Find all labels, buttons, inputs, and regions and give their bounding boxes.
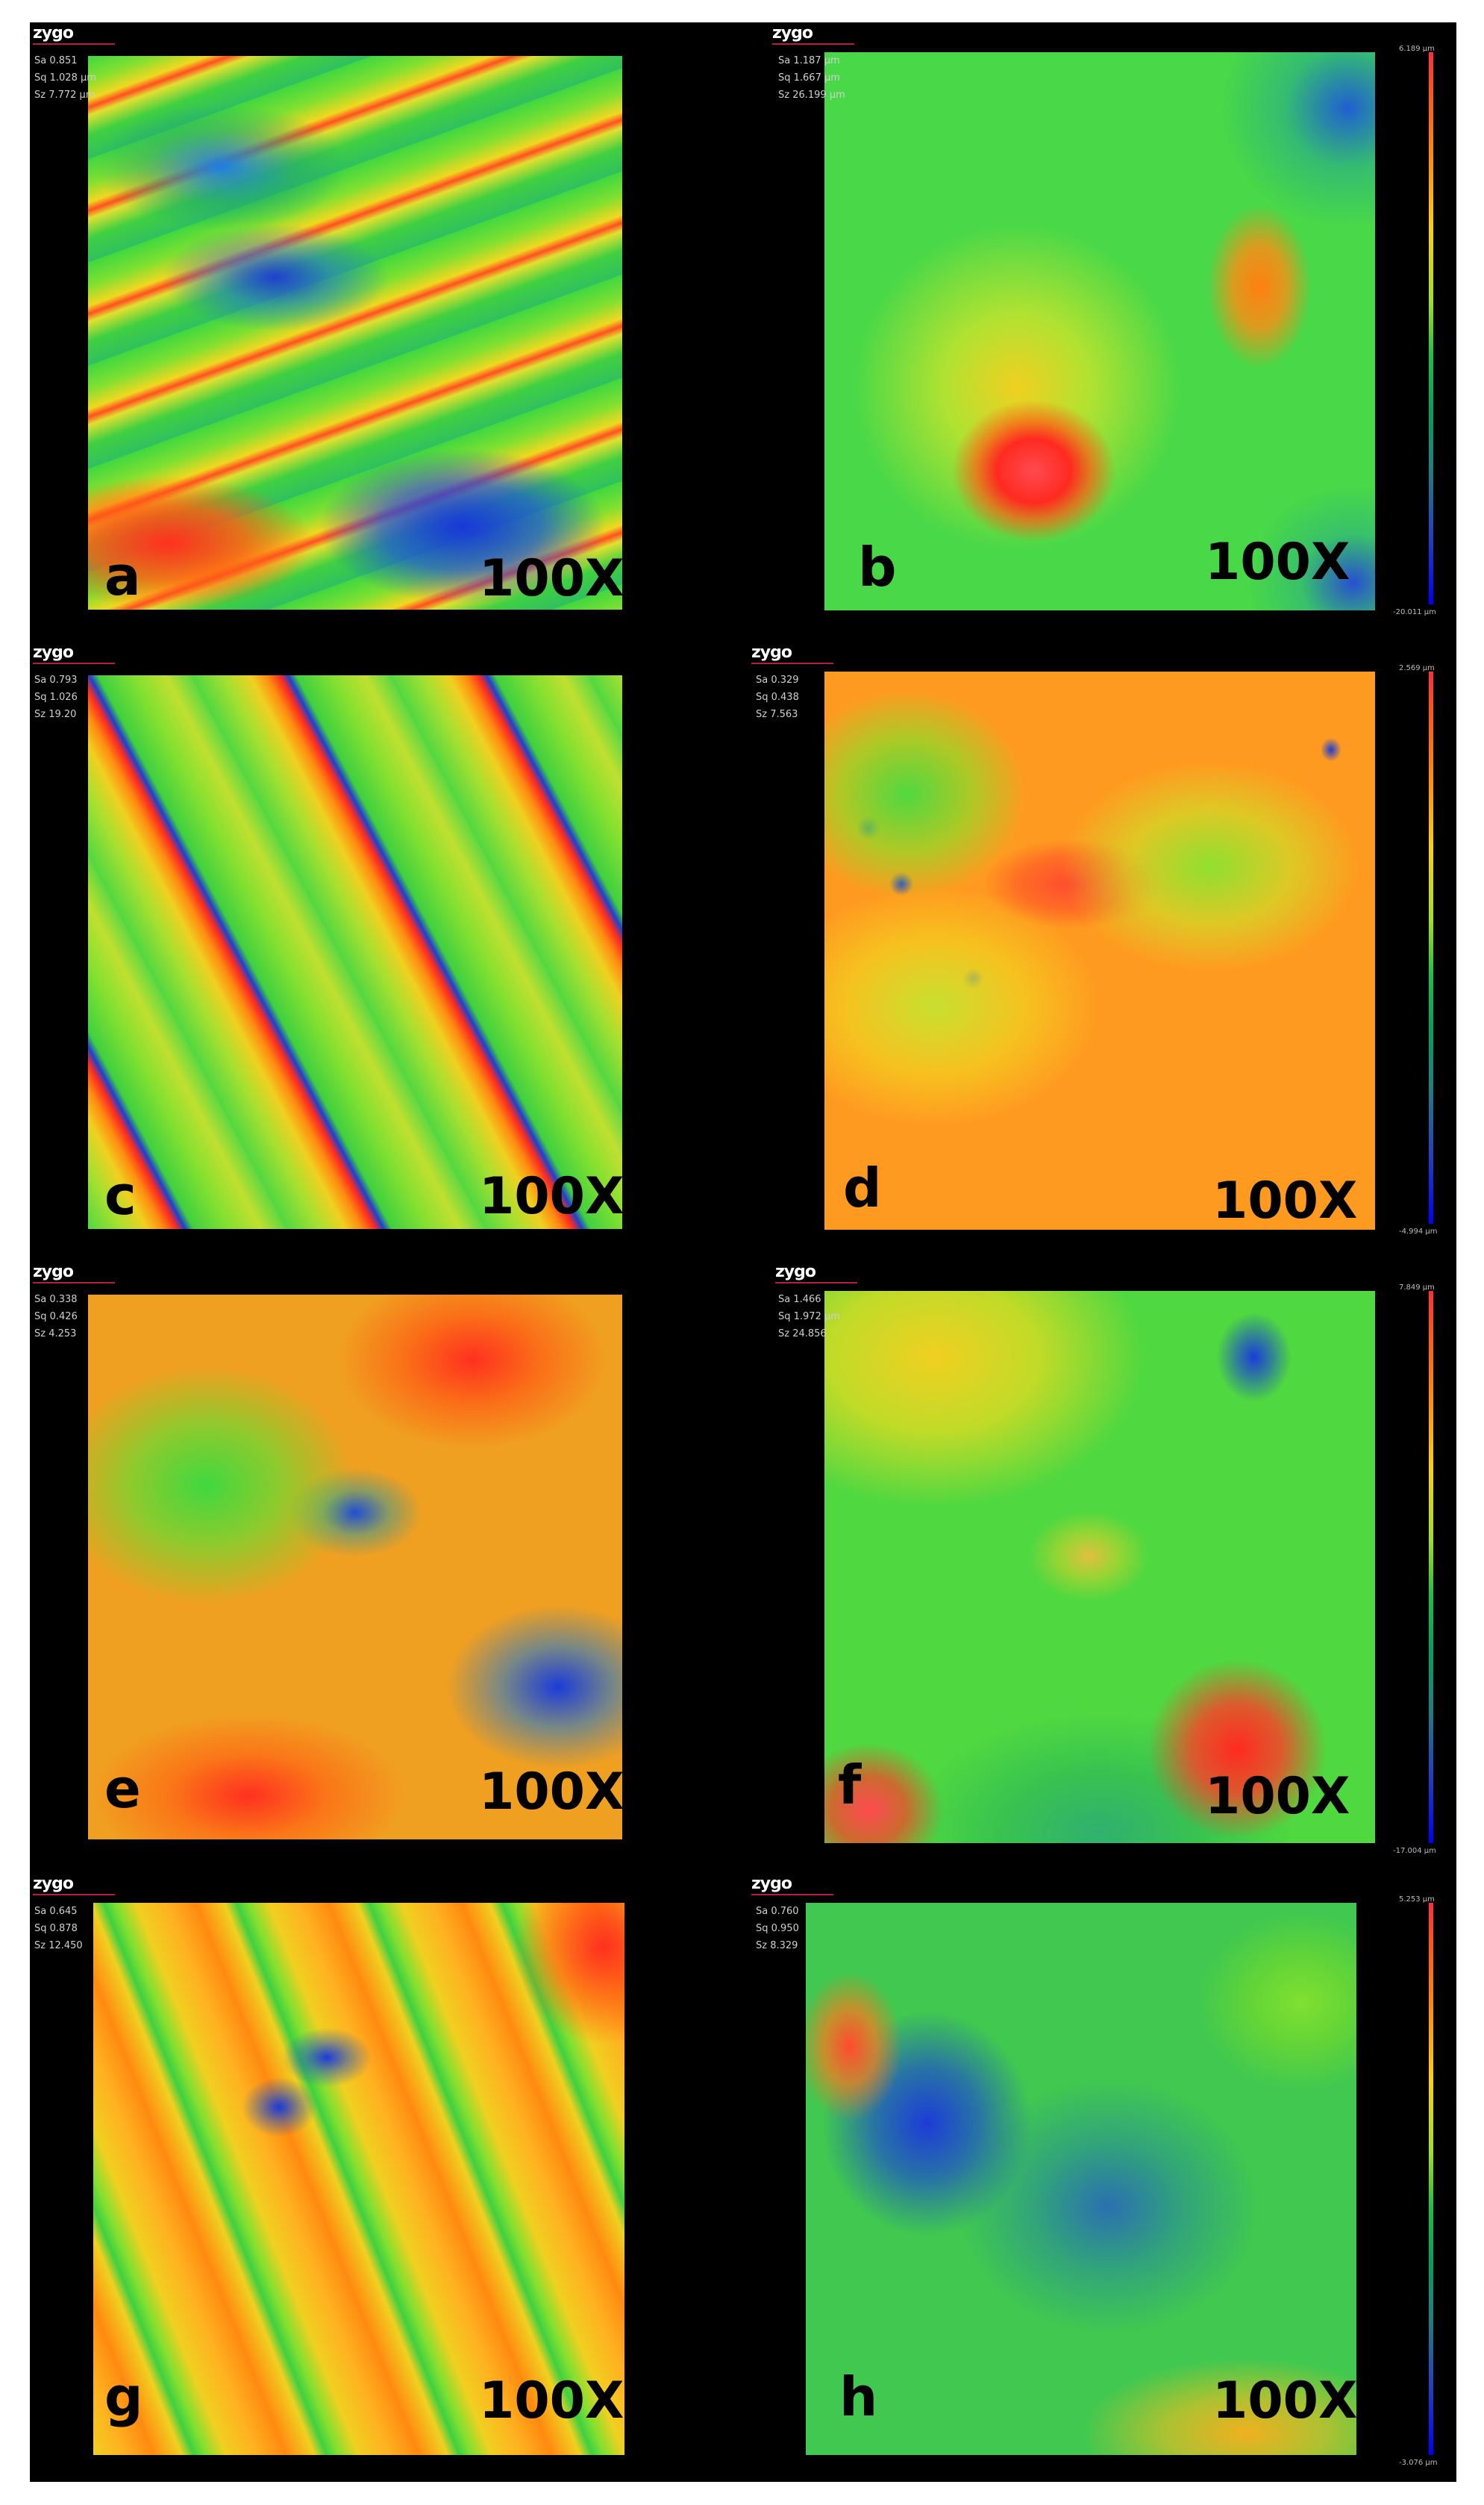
panel-letter: d (843, 1157, 882, 1219)
panel-letter: c (104, 1164, 137, 1227)
zygo-logo: zygo (33, 24, 116, 45)
roughness-stats: Sa 0.760 Sq 0.950 Sz 8.329 (756, 1903, 799, 1954)
sz-value: Sz 8.329 (756, 1940, 798, 1951)
magnification-label: 100X (1205, 533, 1350, 592)
height-color-scale (1429, 52, 1433, 604)
height-color-scale (1429, 1291, 1433, 1843)
surface-map (88, 56, 622, 610)
scale-max: 6.189 µm (1399, 45, 1435, 53)
magnification-label: 100X (479, 549, 624, 608)
sa-value: Sa 0.338 (34, 1294, 78, 1305)
sq-value: Sq 1.028 µm (34, 72, 96, 84)
panel-b: zygo Sa 1.187 µm Sq 1.667 µm Sz 26.199 µ… (742, 22, 1456, 642)
sa-value: Sa 1.466 (778, 1294, 821, 1305)
sz-value: Sz 7.563 (756, 709, 798, 720)
sa-value: Sa 0.760 (756, 1906, 799, 1917)
sz-value: Sz 24.856 (778, 1328, 827, 1339)
magnification-label: 100X (479, 1763, 624, 1821)
surface-map (824, 52, 1375, 610)
surface-map (93, 1903, 624, 2455)
surface-map (88, 675, 622, 1229)
roughness-stats: Sa 0.329 Sq 0.438 Sz 7.563 (756, 672, 799, 723)
sq-value: Sq 1.972 µm (778, 1311, 840, 1322)
figure: zygo Sa 0.851 Sq 1.028 µm Sz 7.772 µm a … (30, 22, 1456, 2482)
zygo-logo: zygo (33, 643, 116, 664)
panel-letter: f (838, 1754, 862, 1816)
sq-value: Sq 1.667 µm (778, 72, 840, 84)
sa-value: Sa 0.329 (756, 675, 799, 686)
panel-letter: e (104, 1757, 141, 1820)
panel-letter: a (104, 545, 141, 607)
panel-g: zygo Sa 0.645 Sq 0.878 Sz 12.450 g 100X (30, 1873, 739, 2482)
sq-value: Sq 1.026 (34, 692, 78, 703)
sz-value: Sz 12.450 (34, 1940, 83, 1951)
zygo-logo: zygo (775, 1263, 858, 1283)
surface-map (88, 1295, 622, 1839)
sq-value: Sq 0.950 (756, 1923, 799, 1934)
sz-value: Sz 7.772 µm (34, 90, 96, 101)
sa-value: Sa 0.851 (34, 55, 78, 66)
panel-h: zygo Sa 0.760 Sq 0.950 Sz 8.329 5.253 µm… (742, 1873, 1456, 2482)
roughness-stats: Sa 0.338 Sq 0.426 Sz 4.253 (34, 1291, 78, 1342)
zygo-logo: zygo (33, 1263, 116, 1283)
scale-min: -17.004 µm (1393, 1847, 1436, 1855)
sz-value: Sz 4.253 (34, 1328, 77, 1339)
panel-c: zygo Sa 0.793 Sq 1.026 Sz 19.20 c 100X (30, 642, 739, 1261)
magnification-label: 100X (479, 1167, 624, 1226)
panel-a: zygo Sa 0.851 Sq 1.028 µm Sz 7.772 µm a … (30, 22, 739, 642)
panel-letter: h (839, 2365, 878, 2428)
scale-max: 2.569 µm (1399, 664, 1435, 672)
roughness-stats: Sa 0.851 Sq 1.028 µm Sz 7.772 µm (34, 52, 96, 104)
scale-min: -20.011 µm (1393, 608, 1436, 616)
sq-value: Sq 0.426 (34, 1311, 78, 1322)
sa-value: Sa 0.645 (34, 1906, 78, 1917)
magnification-label: 100X (1212, 2371, 1358, 2430)
roughness-stats: Sa 1.466 Sq 1.972 µm Sz 24.856 (778, 1291, 840, 1342)
scale-max: 7.849 µm (1399, 1283, 1435, 1292)
scale-min: -3.076 µm (1399, 2459, 1438, 2467)
roughness-stats: Sa 0.645 Sq 0.878 Sz 12.450 (34, 1903, 83, 1954)
sq-value: Sq 0.878 (34, 1923, 78, 1934)
magnification-label: 100X (1205, 1767, 1350, 1826)
height-color-scale (1429, 672, 1433, 1224)
sa-value: Sa 1.187 µm (778, 55, 840, 66)
zygo-logo: zygo (751, 1874, 834, 1895)
panel-letter: b (858, 536, 897, 598)
zygo-logo: zygo (772, 24, 855, 45)
roughness-stats: Sa 0.793 Sq 1.026 Sz 19.20 (34, 672, 78, 723)
sz-value: Sz 26.199 µm (778, 90, 845, 101)
height-color-scale (1429, 1903, 1433, 2455)
scale-min: -4.994 µm (1399, 1228, 1438, 1236)
scale-max: 5.253 µm (1399, 1895, 1435, 1904)
surface-map (824, 1291, 1375, 1843)
surface-map (806, 1903, 1356, 2455)
sz-value: Sz 19.20 (34, 709, 77, 720)
magnification-label: 100X (479, 2371, 624, 2430)
panel-d: zygo Sa 0.329 Sq 0.438 Sz 7.563 2.569 µm… (742, 642, 1456, 1261)
zygo-logo: zygo (751, 643, 834, 664)
panel-letter: g (104, 2365, 143, 2428)
magnification-label: 100X (1212, 1172, 1358, 1230)
roughness-stats: Sa 1.187 µm Sq 1.667 µm Sz 26.199 µm (778, 52, 845, 104)
sq-value: Sq 0.438 (756, 692, 799, 703)
panel-f: zygo Sa 1.466 Sq 1.972 µm Sz 24.856 7.84… (742, 1261, 1456, 1873)
panel-e: zygo Sa 0.338 Sq 0.426 Sz 4.253 e 100X (30, 1261, 739, 1873)
sa-value: Sa 0.793 (34, 675, 78, 686)
surface-map (824, 672, 1375, 1230)
zygo-logo: zygo (33, 1874, 116, 1895)
